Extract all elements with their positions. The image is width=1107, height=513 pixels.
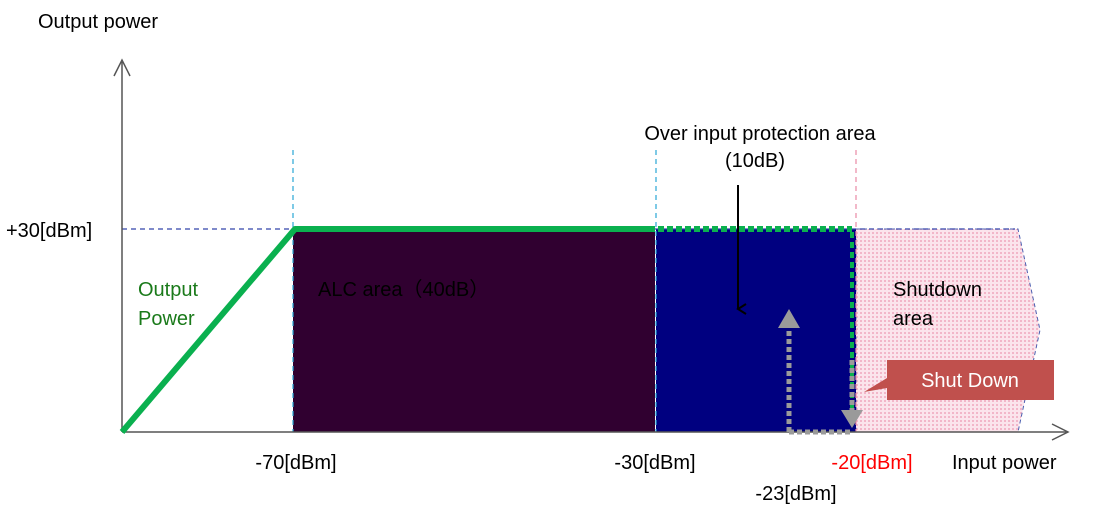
x-tick-minus23: -23[dBm] xyxy=(755,483,836,505)
shutdown-area-label-line1: Shutdown xyxy=(893,279,982,301)
x-tick-minus20: -20[dBm] xyxy=(831,452,912,474)
alc-area-label: ALC area（40dB） xyxy=(318,278,489,301)
output-power-label-line1: Output xyxy=(138,279,198,301)
x-axis-arrowhead xyxy=(1051,423,1070,441)
shutdown-area xyxy=(855,228,1041,433)
y-axis-label: Output power xyxy=(38,11,158,33)
protection-area-label-line1: Over input protection area xyxy=(644,123,876,145)
y-axis-arrowhead xyxy=(113,58,131,77)
y-tick-plus30: +30[dBm] xyxy=(6,220,92,242)
output-power-curve xyxy=(119,226,655,434)
x-tick-minus30: -30[dBm] xyxy=(614,452,695,474)
protection-area-label-line2: (10dB) xyxy=(725,150,785,172)
x-tick-minus70: -70[dBm] xyxy=(255,452,336,474)
shut-down-callout-label: Shut Down xyxy=(921,370,1019,392)
alc-area xyxy=(293,229,655,432)
shutdown-area-label-line2: area xyxy=(893,308,934,330)
output-power-label-line2: Power xyxy=(138,308,195,330)
protection-area xyxy=(656,229,856,432)
shut-down-callout-box xyxy=(864,360,1054,400)
gray-arrow-down xyxy=(841,410,863,428)
gray-arrow-up xyxy=(778,309,800,328)
x-axis-label: Input power xyxy=(952,452,1057,474)
